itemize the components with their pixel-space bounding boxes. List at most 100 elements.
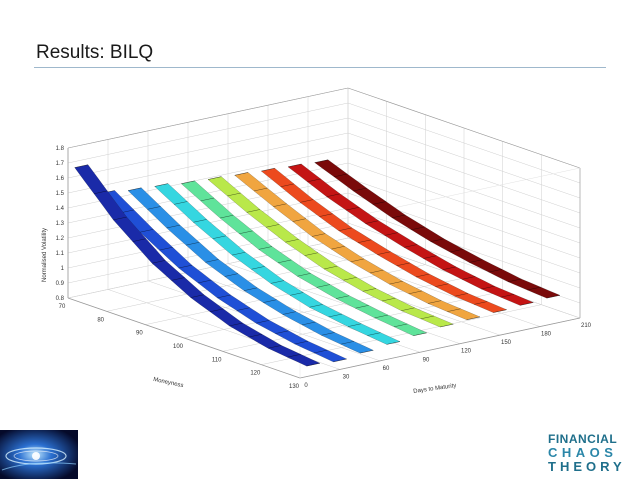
surface-mesh-line xyxy=(355,305,369,309)
surface-mesh-line xyxy=(270,280,285,284)
surface-mesh-line xyxy=(469,259,483,263)
surface-mesh-line xyxy=(309,304,323,308)
grid-line xyxy=(261,304,542,365)
surface-mesh-line xyxy=(147,206,161,210)
chart-surface xyxy=(74,159,561,367)
surface-mesh-line xyxy=(313,349,328,354)
surface-mesh-line xyxy=(193,219,207,223)
logo-line-2: CHAOS xyxy=(548,445,618,460)
surface-mesh-line xyxy=(248,334,263,338)
y-tick-label: 90 xyxy=(423,357,430,363)
surface-mesh-line xyxy=(239,230,253,234)
grid-line xyxy=(347,102,581,184)
surface-mesh-line xyxy=(212,235,227,239)
surface-mesh-line xyxy=(231,252,246,256)
surface-mesh-line xyxy=(243,287,258,291)
surface-mesh-line xyxy=(255,320,270,324)
surface-mesh-line xyxy=(442,266,457,270)
surface-ribbon xyxy=(314,159,561,299)
surface-mesh-line xyxy=(294,341,309,345)
surface-mesh-line xyxy=(335,295,350,299)
z-tick-label: 1.2 xyxy=(56,236,65,242)
surface-mesh-line xyxy=(273,203,287,207)
surface-mesh-line xyxy=(236,307,251,311)
surface-mesh-line xyxy=(393,323,408,327)
x-tick-label: 100 xyxy=(173,344,184,350)
surface-ribbon-fill xyxy=(74,164,321,367)
surface-mesh-line xyxy=(261,168,275,172)
surface-mesh-line xyxy=(258,246,273,250)
surface-mesh-line xyxy=(374,314,389,319)
surface-mesh-line xyxy=(401,307,415,311)
axis-line xyxy=(347,87,581,169)
grid-line xyxy=(67,117,349,179)
surface-mesh-line xyxy=(314,159,329,163)
surface-mesh-line xyxy=(113,216,127,221)
surface-mesh-line xyxy=(447,308,461,312)
surface-mesh-line xyxy=(423,255,437,259)
z-tick-label: 1.7 xyxy=(56,161,65,167)
surface-mesh-line xyxy=(362,288,377,292)
surface-ribbon xyxy=(74,164,321,367)
surface-mesh-line xyxy=(473,301,488,305)
surface-mesh-line xyxy=(251,266,265,270)
surface-mesh-line xyxy=(430,238,445,242)
surface-mesh-line xyxy=(345,207,360,211)
axis-line xyxy=(299,317,581,379)
surface-mesh-line xyxy=(287,163,302,168)
surface-mesh-line xyxy=(403,244,418,248)
surface-ribbon xyxy=(287,163,534,306)
surface-mesh-line xyxy=(449,249,464,253)
surface-mesh-line xyxy=(200,197,215,202)
surface-mesh-line xyxy=(93,190,108,194)
surface-mesh-line xyxy=(415,273,430,278)
surface-mesh-line xyxy=(299,199,314,203)
surface-mesh-line xyxy=(307,178,321,182)
surface-mesh-line xyxy=(178,265,193,269)
grid-line xyxy=(67,177,349,239)
title-divider xyxy=(34,67,606,68)
surface-mesh-line xyxy=(321,332,335,336)
surface-mesh-line xyxy=(151,260,166,264)
surface-mesh-line xyxy=(219,215,234,219)
surface-mesh-line xyxy=(343,277,357,281)
surface-mesh-line xyxy=(454,293,469,297)
swirl-logo-icon xyxy=(0,430,78,479)
logo-line-1: FINANCIAL xyxy=(548,432,618,446)
z-tick-label: 1.3 xyxy=(56,221,65,227)
chart-ticks: 0.8 0.9 1 1.1 1.2 1.3 1.4 1.5 1.6 1.7 1.8 70 80 90 100… xyxy=(56,146,592,390)
surface-mesh-line xyxy=(246,209,261,213)
surface-mesh-line xyxy=(154,183,169,187)
surface-mesh-line xyxy=(413,332,427,336)
surface-mesh-line xyxy=(209,308,224,312)
surface-mesh-line xyxy=(292,218,307,222)
surface-mesh-line xyxy=(481,286,495,290)
surface-ribbon xyxy=(180,180,428,336)
surface-mesh-line xyxy=(333,358,347,363)
financial-chaos-theory-logo: FINANCIAL CHAOS THEORY xyxy=(548,432,634,474)
surface-mesh-line xyxy=(224,273,239,277)
surface-ribbon xyxy=(260,168,508,313)
surface-mesh-line xyxy=(139,229,154,233)
company-logo-left xyxy=(0,430,78,479)
surface-mesh-line xyxy=(234,172,249,176)
surface-mesh-line xyxy=(357,239,372,243)
surface-mesh-line xyxy=(408,290,423,294)
surface-mesh-line xyxy=(217,294,231,299)
surface-mesh-line xyxy=(185,242,200,246)
surface-mesh-line xyxy=(377,251,391,255)
x-tick-label: 90 xyxy=(136,331,143,337)
z-tick-label: 1 xyxy=(61,266,65,272)
z-tick-label: 1.6 xyxy=(56,176,65,182)
z-tick-label: 0.8 xyxy=(56,296,65,302)
surface-mesh-line xyxy=(280,183,295,187)
grid-line xyxy=(347,117,581,199)
y-axis-label: Days to Maturity xyxy=(413,383,457,395)
surface-mesh-line xyxy=(347,323,362,327)
surface-mesh-line xyxy=(166,224,181,229)
surface-ribbon xyxy=(127,187,374,354)
surface-mesh-line xyxy=(353,187,367,192)
surface-mesh-line xyxy=(282,311,297,315)
axis-line xyxy=(299,167,581,229)
y-tick-label: 180 xyxy=(541,332,552,338)
